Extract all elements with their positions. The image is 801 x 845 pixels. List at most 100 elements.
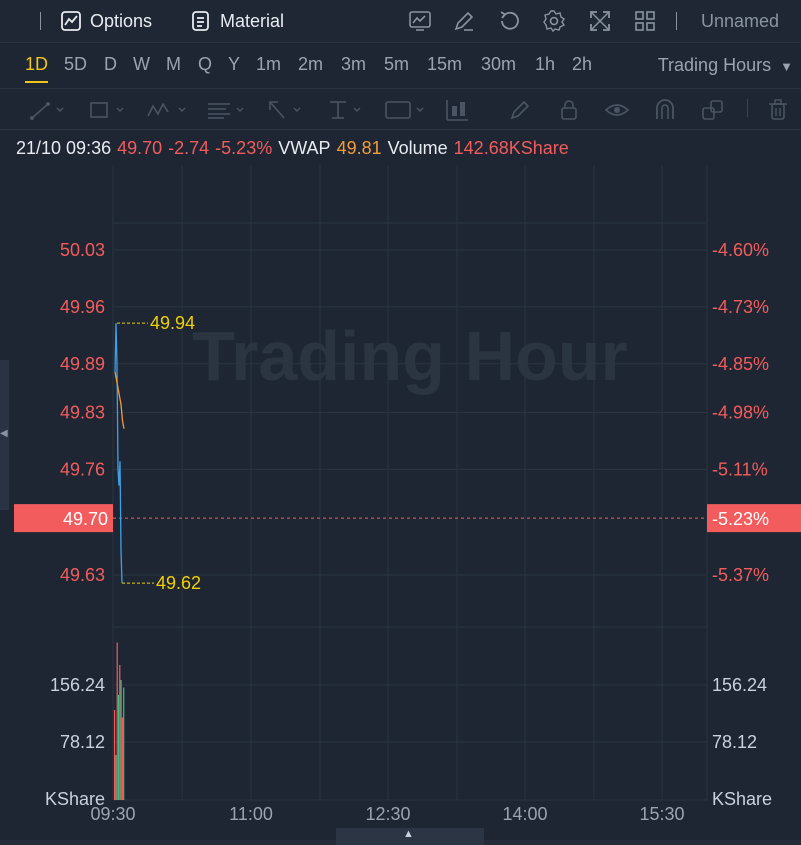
quote-change: -2.74 — [168, 138, 210, 158]
volume-bar — [117, 695, 120, 800]
interval-5m[interactable]: 5m — [384, 54, 410, 74]
options-button[interactable]: Options — [60, 0, 152, 42]
chart-watermark: Trading Hour — [192, 317, 628, 395]
quote-change-pct: -5.23% — [215, 138, 273, 158]
toolbar-divider — [676, 12, 677, 30]
interval-2m[interactable]: 2m — [298, 54, 324, 74]
text-tool-icon[interactable] — [326, 97, 366, 123]
caret-down-icon: ▼ — [780, 59, 793, 74]
chart-grid — [112, 165, 708, 801]
chart-axes: 50.03 49.96 49.89 49.83 49.76 49.63 -4.60% -4.7… — [14, 240, 801, 824]
percent-tick-label: -4.85% — [712, 354, 769, 374]
interval-q[interactable]: Q — [198, 54, 213, 74]
magnet-icon[interactable] — [653, 97, 677, 123]
session-selector[interactable]: Trading Hours ▼ — [658, 43, 793, 87]
interval-1d[interactable]: 1D — [25, 43, 49, 87]
material-button[interactable]: Material — [190, 0, 284, 42]
price-tick-label: 49.83 — [60, 403, 105, 423]
current-price-badge — [14, 504, 113, 533]
interval-1h[interactable]: 1h — [535, 54, 556, 74]
volume-label: Volume — [387, 138, 448, 158]
annotation-tool-icon[interactable] — [384, 97, 428, 123]
quote-price: 49.70 — [117, 138, 163, 158]
time-tick-label: 11:00 — [229, 804, 273, 824]
price-tick-label: 50.03 — [60, 240, 105, 260]
expand-arrow-icon: ▲ — [403, 828, 414, 840]
volume-value: 142.68KShare — [453, 138, 569, 158]
interval-3m[interactable]: 3m — [341, 54, 367, 74]
options-label: Options — [90, 10, 153, 31]
percent-tick-label: -5.37% — [712, 565, 769, 585]
current-pct-badge — [707, 504, 801, 533]
settings-icon[interactable] — [541, 8, 567, 34]
candle-tool-icon[interactable] — [444, 97, 472, 123]
quote-info-row: 21/10 09:36 49.70 -2.74 -5.23% VWAP 49.81 Volu… — [16, 138, 575, 159]
brush-tool-icon[interactable] — [508, 97, 532, 123]
top-toolbar: Options Material Unnamed — [0, 0, 801, 43]
high-marker-label: 49.94 — [150, 313, 195, 333]
price-tick-label: 49.63 — [60, 565, 105, 585]
document-icon — [192, 11, 209, 31]
volume-tick-label: 78.12 — [712, 732, 757, 752]
chart-series — [114, 323, 125, 584]
volume-tick-label: 156.24 — [712, 675, 767, 695]
refresh-icon[interactable] — [496, 8, 522, 34]
lock-icon[interactable] — [557, 97, 581, 123]
layout-grid-icon[interactable] — [632, 8, 658, 34]
interval-d[interactable]: D — [104, 54, 117, 74]
volume-bars — [114, 642, 125, 800]
interval-m[interactable]: M — [166, 54, 181, 74]
bottom-panel-toggle[interactable]: ▲ — [336, 828, 484, 845]
interval-15m[interactable]: 15m — [427, 54, 463, 74]
intraday-chart[interactable]: Trading Hour 50.03 49.96 49.89 49.83 49.76 49… — [0, 165, 801, 830]
session-label: Trading Hours — [657, 55, 772, 75]
volume-bar — [119, 665, 121, 800]
layers-icon[interactable] — [700, 97, 726, 123]
time-tick-label: 15:30 — [639, 804, 684, 824]
time-tick-label: 12:30 — [365, 804, 410, 824]
rectangle-tool-icon[interactable] — [88, 97, 128, 123]
volume-unit-label: KShare — [712, 789, 772, 809]
drawing-toolbar — [0, 88, 801, 130]
volume-bar — [121, 717, 123, 800]
percent-tick-label: -4.60% — [712, 240, 769, 260]
side-panel-toggle[interactable]: ◀ — [0, 360, 9, 510]
eye-icon[interactable] — [604, 97, 630, 123]
percent-tick-label: -4.73% — [712, 297, 769, 317]
interval-1m[interactable]: 1m — [256, 54, 282, 74]
time-tick-label: 09:30 — [90, 804, 135, 824]
volume-bar — [114, 710, 116, 800]
interval-30m[interactable]: 30m — [481, 54, 517, 74]
interval-w[interactable]: W — [133, 54, 150, 74]
volume-bar — [115, 755, 117, 800]
chart-markers: 49.94 49.62 — [117, 313, 201, 593]
interval-5d[interactable]: 5D — [64, 54, 88, 74]
percent-tick-label: -4.98% — [712, 403, 769, 423]
edit-icon[interactable] — [451, 8, 477, 34]
vwap-label: VWAP — [278, 138, 331, 158]
pattern-tool-icon[interactable] — [146, 97, 190, 123]
volume-bar — [123, 687, 125, 800]
fib-tool-icon[interactable] — [206, 97, 250, 123]
toolbar-divider — [747, 99, 748, 117]
volume-tick-label: 78.12 — [60, 732, 105, 752]
current-pct-label: -5.23% — [712, 509, 769, 529]
interval-y[interactable]: Y — [228, 54, 241, 74]
interval-2h[interactable]: 2h — [572, 54, 593, 74]
current-price-label: 49.70 — [63, 509, 108, 529]
trendline-tool-icon[interactable] — [28, 97, 68, 123]
layout-name[interactable]: Unnamed — [700, 11, 779, 31]
toolbar-divider — [40, 12, 41, 30]
arrow-tool-icon[interactable] — [266, 97, 306, 123]
volume-bar — [116, 642, 118, 800]
time-tick-label: 14:00 — [502, 804, 547, 824]
indicator-icon[interactable] — [407, 8, 433, 34]
price-tick-label: 49.96 — [60, 297, 105, 317]
fullscreen-icon[interactable] — [587, 8, 613, 34]
collapse-arrow-icon: ◀ — [0, 428, 8, 439]
interval-bar: 1D 5D D W M Q Y 1m 2m 3m 5m 15m 30m 1h 2… — [0, 43, 801, 87]
trash-icon[interactable] — [766, 97, 790, 123]
volume-bar — [120, 680, 122, 800]
price-tick-label: 49.89 — [60, 354, 105, 374]
quote-datetime: 21/10 09:36 — [16, 138, 112, 158]
